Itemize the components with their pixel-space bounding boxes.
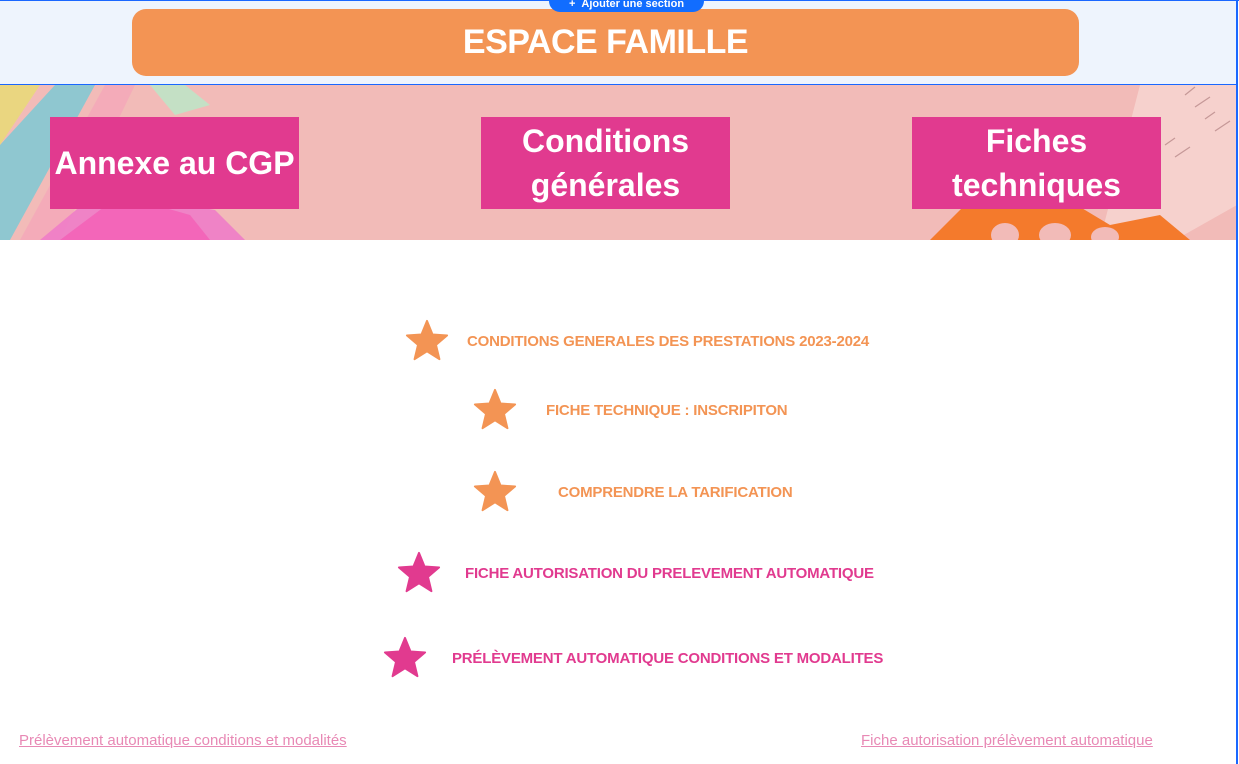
page-title-banner: ESPACE FAMILLE bbox=[132, 9, 1079, 76]
star-icon bbox=[473, 388, 517, 430]
star-icon bbox=[405, 319, 449, 361]
document-link-prelevement-conditions[interactable]: PRÉLÈVEMENT AUTOMATIQUE CONDITIONS ET MO… bbox=[382, 635, 883, 681]
document-link-label: FICHE AUTORISATION DU PRELEVEMENT AUTOMA… bbox=[465, 564, 874, 582]
document-link-conditions-generales[interactable]: CONDITIONS GENERALES DES PRESTATIONS 202… bbox=[404, 318, 869, 364]
add-section-label: Ajouter une section bbox=[581, 0, 685, 10]
banner-image-strip: Annexe au CGP Conditions générales Fiche… bbox=[0, 85, 1237, 240]
document-link-label: CONDITIONS GENERALES DES PRESTATIONS 202… bbox=[467, 332, 870, 350]
header-section: ESPACE FAMILLE bbox=[0, 0, 1237, 85]
star-icon bbox=[473, 470, 517, 512]
document-link-tarification[interactable]: COMPRENDRE LA TARIFICATION bbox=[472, 469, 793, 515]
footer-link-prelevement-conditions[interactable]: Prélèvement automatique conditions et mo… bbox=[19, 732, 347, 749]
page-title: ESPACE FAMILLE bbox=[462, 23, 749, 61]
nav-button-conditions-generales[interactable]: Conditions générales bbox=[481, 117, 730, 209]
add-section-button[interactable]: + Ajouter une section bbox=[549, 0, 704, 12]
document-link-fiche-inscription[interactable]: FICHE TECHNIQUE : INSCRIPITON bbox=[472, 387, 788, 433]
nav-button-label: Fiches techniques bbox=[952, 123, 1121, 203]
nav-button-fiches-techniques[interactable]: Fiches techniques bbox=[912, 117, 1161, 209]
editor-selection-frame-right bbox=[1236, 0, 1238, 764]
plus-icon: + bbox=[568, 0, 576, 10]
document-link-label: PRÉLÈVEMENT AUTOMATIQUE CONDITIONS ET MO… bbox=[452, 649, 884, 667]
document-link-fiche-autorisation[interactable]: FICHE AUTORISATION DU PRELEVEMENT AUTOMA… bbox=[396, 550, 874, 596]
footer-link-fiche-autorisation[interactable]: Fiche autorisation prélèvement automatiq… bbox=[861, 732, 1153, 749]
document-link-label: COMPRENDRE LA TARIFICATION bbox=[558, 483, 793, 501]
nav-button-label: Annexe au CGP bbox=[54, 145, 295, 181]
star-icon bbox=[383, 636, 427, 678]
document-link-label: FICHE TECHNIQUE : INSCRIPITON bbox=[546, 401, 788, 419]
nav-button-annexe-cgp[interactable]: Annexe au CGP bbox=[50, 117, 299, 209]
nav-button-label: Conditions générales bbox=[521, 123, 690, 203]
star-icon bbox=[397, 551, 441, 593]
